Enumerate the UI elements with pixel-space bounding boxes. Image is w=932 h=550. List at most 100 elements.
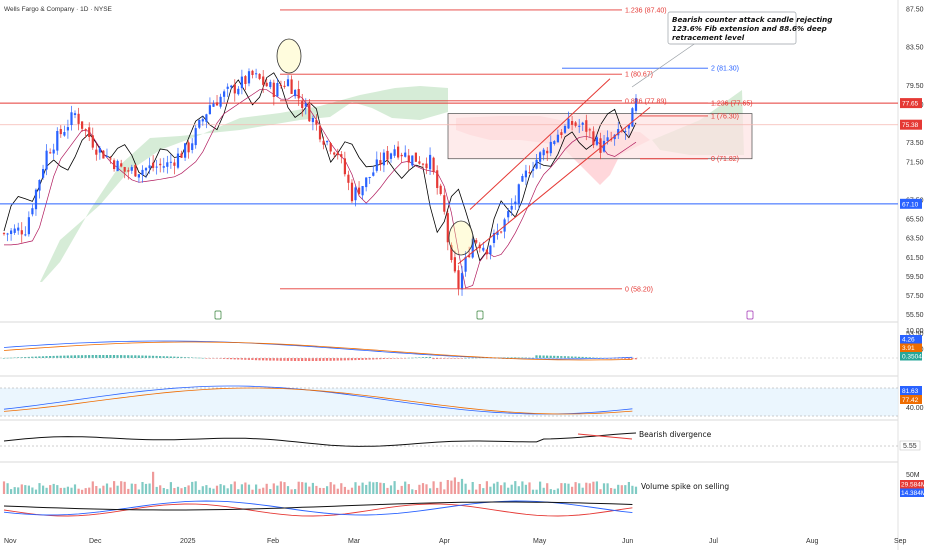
macd-bar	[27, 356, 30, 358]
candle-body	[81, 121, 84, 129]
volume-bar	[45, 487, 48, 494]
macd-tag: 0.3504	[902, 354, 922, 361]
candle-body	[542, 149, 545, 156]
candle-body	[404, 152, 407, 157]
macd-bar	[290, 358, 293, 361]
macd-bar	[187, 357, 190, 358]
macd-bar	[141, 355, 144, 358]
macd-bar	[45, 356, 48, 358]
candle-body	[308, 104, 311, 122]
macd-bar	[535, 355, 538, 358]
candle-body	[251, 70, 254, 75]
candle-body	[578, 125, 581, 127]
candle-body	[301, 101, 304, 108]
channel-lower	[457, 106, 651, 265]
volume-bar	[130, 483, 133, 494]
volume-bar	[556, 488, 559, 494]
time-tick: Sep	[894, 538, 907, 545]
volume-ma-blue	[3, 500, 633, 516]
macd-panel: 10.00 4.263.91 0.3504	[0, 328, 924, 361]
macd-bar	[585, 357, 588, 358]
macd-bar	[180, 356, 183, 358]
candle-body	[226, 86, 229, 89]
candle-body	[563, 126, 567, 133]
macd-bar	[176, 356, 179, 358]
stoch-tag: 81.63	[902, 388, 919, 395]
volume-bar	[386, 487, 389, 494]
volume-bar	[421, 483, 425, 494]
candle-body	[631, 108, 634, 127]
volume-bar	[180, 488, 183, 494]
stoch-tag-bg	[900, 386, 922, 395]
time-tick: Apr	[439, 538, 451, 545]
candle-body	[368, 177, 371, 178]
volume-bar	[592, 481, 595, 494]
highlight-circle-top	[276, 38, 302, 74]
candle-body	[247, 71, 251, 84]
candle-body	[272, 82, 275, 97]
volume-bar	[460, 478, 464, 494]
macd-bar	[443, 358, 446, 359]
volume-bar	[549, 489, 552, 494]
macd-bar	[59, 355, 62, 358]
event-label: E	[216, 313, 221, 320]
time-tick: Nov	[4, 538, 17, 545]
candle-body	[421, 163, 425, 165]
price-axis: 87.5083.5079.5077.5073.5071.5067.5065.50…	[906, 7, 924, 354]
candle-body	[42, 169, 45, 178]
macd-bar	[120, 355, 123, 358]
candle-body	[446, 213, 449, 243]
macd-bar	[393, 358, 396, 359]
candle-body	[524, 170, 527, 178]
volume-bar	[468, 489, 471, 494]
volume-bar	[265, 483, 268, 494]
volume-bar	[574, 482, 577, 494]
volume-bar	[191, 481, 194, 494]
volume-bar	[237, 489, 240, 494]
volume-bar	[404, 481, 407, 494]
candle-body	[627, 124, 630, 129]
price-tick: 61.50	[906, 255, 924, 262]
volume-bar	[184, 487, 187, 494]
macd-bar	[329, 358, 332, 361]
candle-body	[521, 176, 524, 182]
volume-bar	[137, 489, 140, 494]
volume-bar	[382, 483, 385, 494]
volume-bar	[283, 482, 286, 494]
macd-bar	[63, 355, 66, 358]
candle-body	[336, 152, 339, 156]
macd-bar	[265, 358, 268, 361]
macd-bar	[546, 355, 549, 358]
macd-bar	[155, 355, 158, 358]
time-axis: Nov Dec 2025 Feb Mar Apr May Jun Jul Aug Sep	[4, 538, 907, 545]
volume-bar	[31, 487, 34, 494]
volume-bar	[91, 481, 94, 494]
candle-body	[105, 155, 109, 157]
price-tick: 63.50	[906, 236, 924, 243]
macd-line	[3, 340, 633, 360]
candle-body	[159, 163, 162, 166]
candle-body	[599, 138, 602, 153]
volume-bar	[262, 487, 265, 494]
macd-bar	[389, 358, 392, 359]
candle-body	[606, 137, 609, 141]
macd-bar	[251, 358, 254, 360]
macd-bar	[421, 357, 424, 358]
candle-body	[581, 122, 584, 125]
macd-bar	[91, 355, 94, 358]
stoch-tick: 40.00	[906, 405, 924, 412]
macd-tag-bg	[900, 352, 922, 361]
candle-body	[184, 143, 187, 158]
volume-bar	[411, 489, 414, 494]
price-tick: 79.50	[906, 83, 924, 90]
fib-label: 1 (80.67)	[625, 72, 653, 79]
macd-bar	[162, 356, 165, 358]
candle-body	[191, 143, 194, 150]
fib-label: 2 (81.30)	[711, 66, 739, 73]
volume-bar	[56, 485, 59, 494]
candle-body	[567, 118, 570, 129]
macd-bar	[286, 358, 289, 361]
candle-body	[588, 129, 591, 131]
candle-body	[304, 103, 307, 107]
macd-bar	[88, 355, 91, 358]
